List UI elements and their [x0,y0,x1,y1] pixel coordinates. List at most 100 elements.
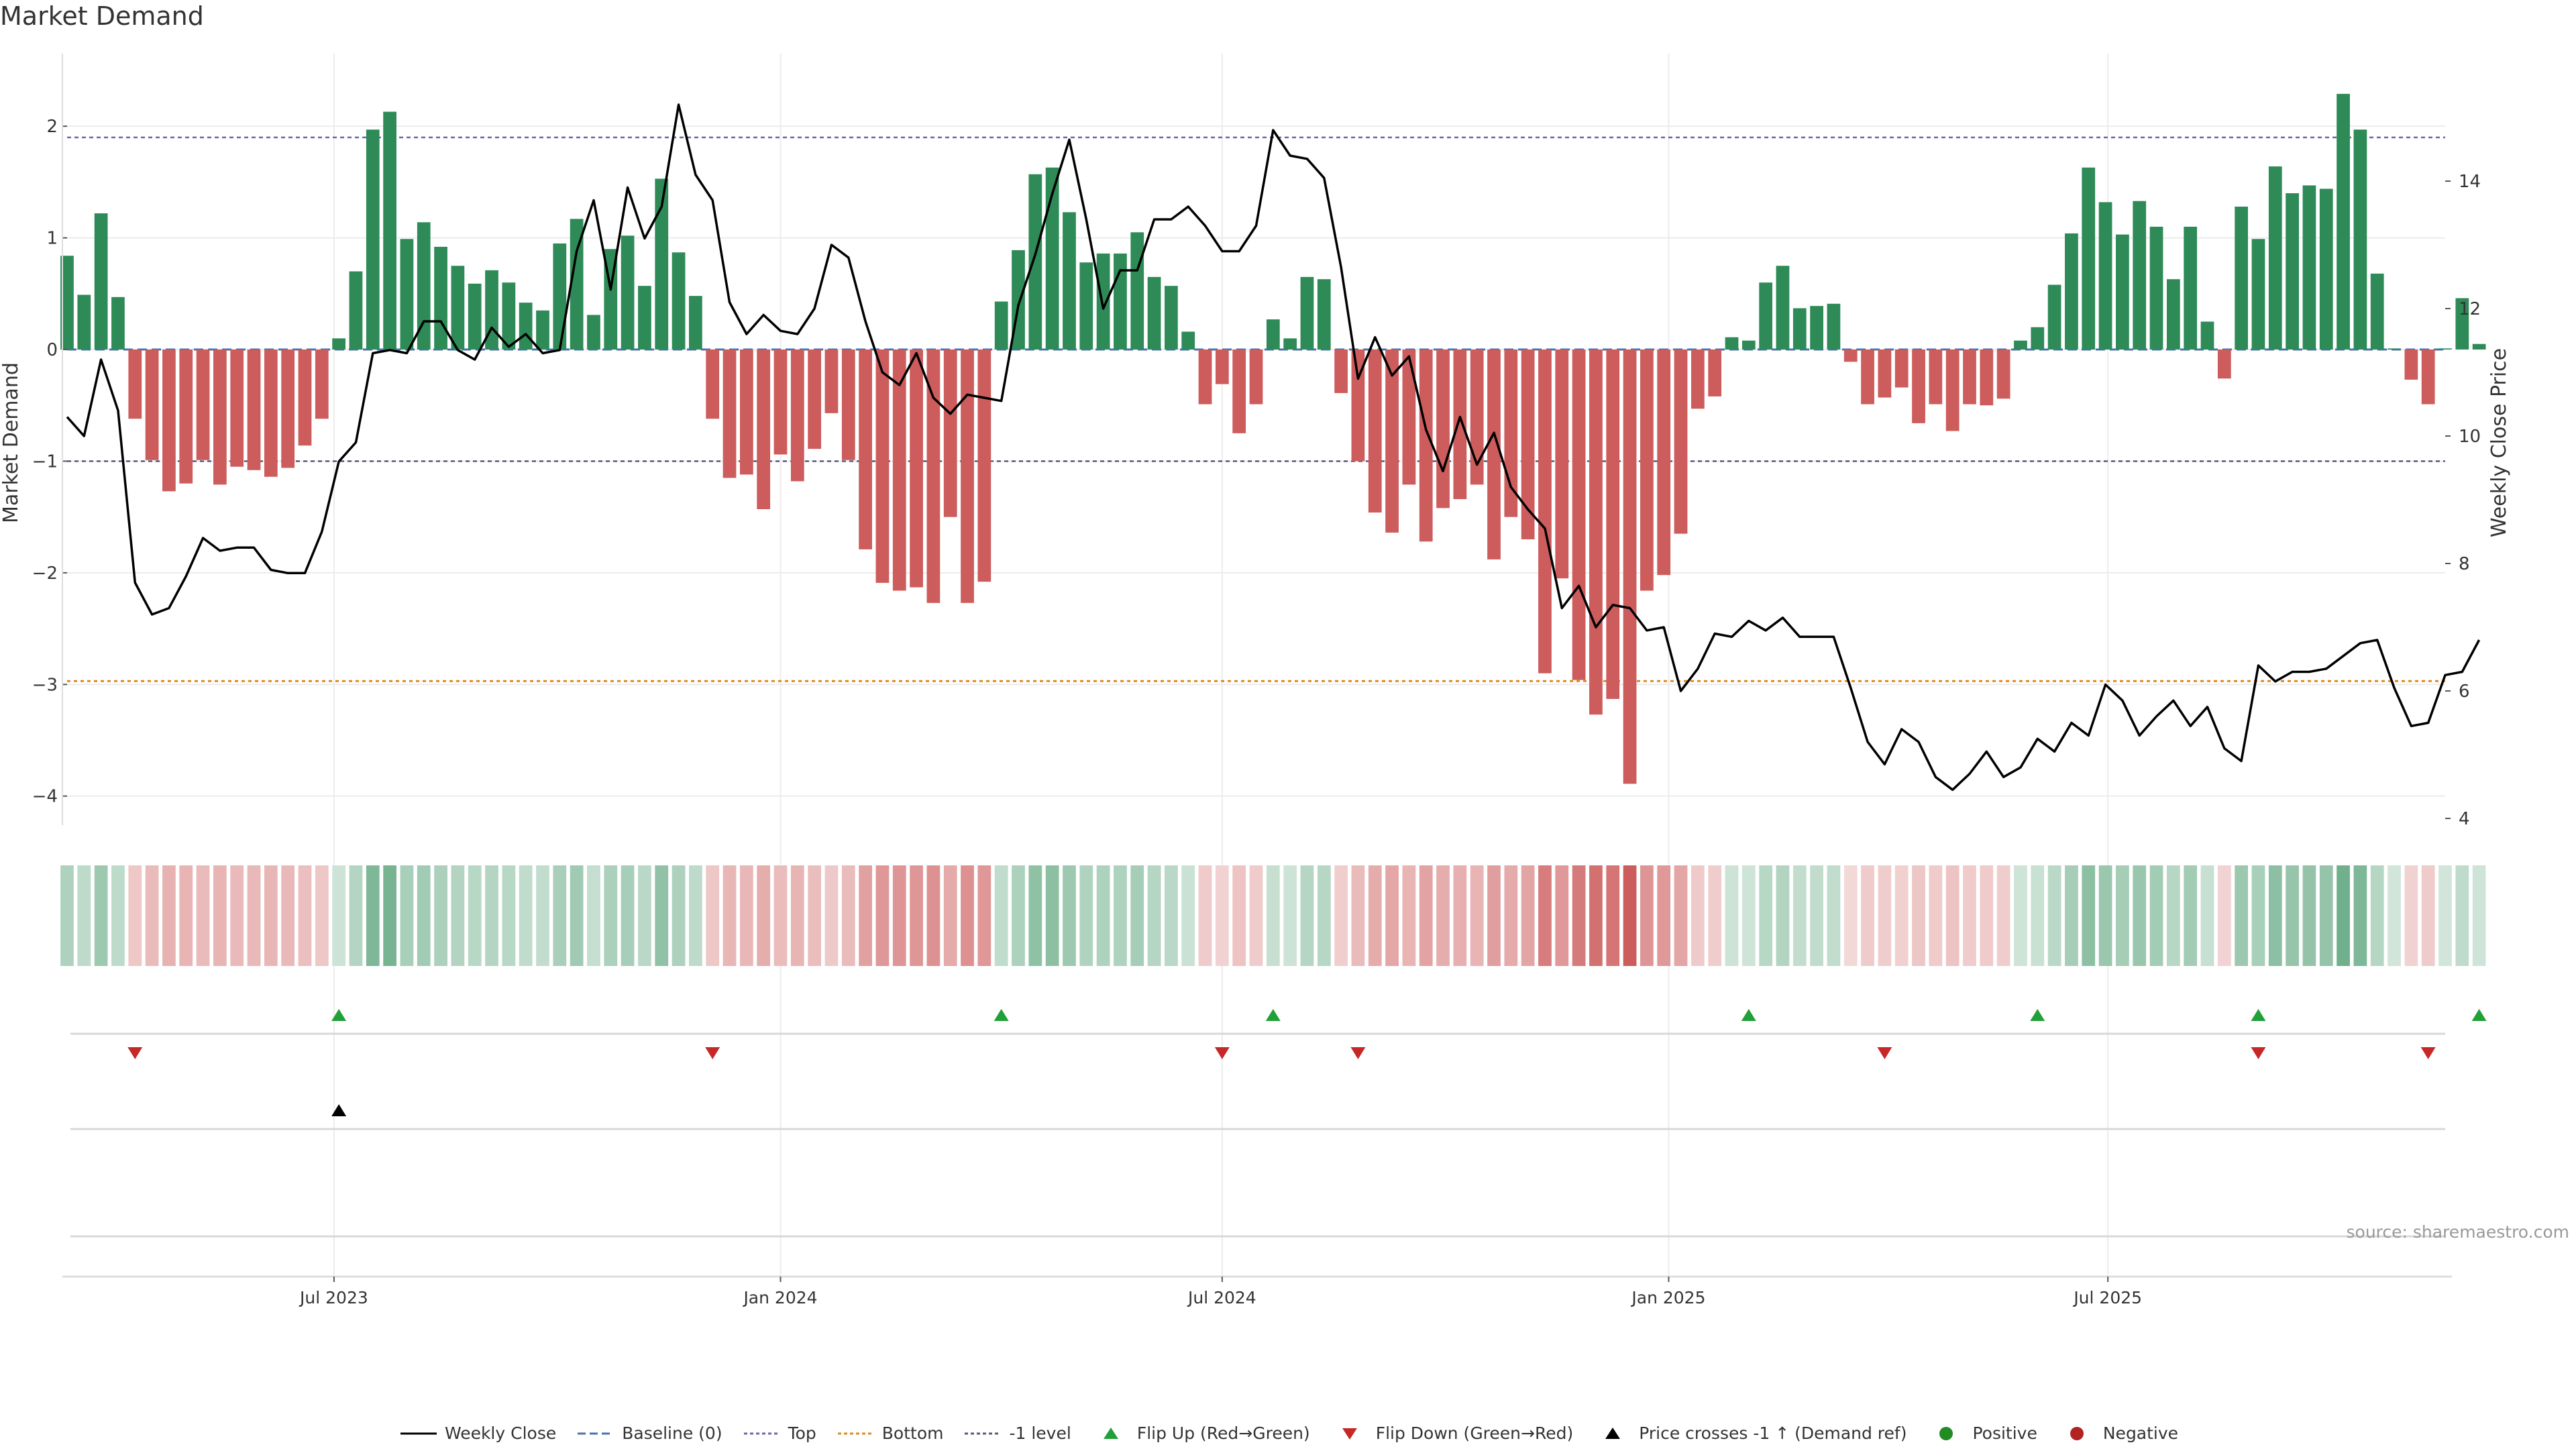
demand-bar [1725,337,1739,350]
demand-bar [366,129,380,350]
legend-item: Flip Down (Green→Red) [1329,1424,1573,1443]
demand-bar [451,266,465,350]
x-tick-label: Jul 2024 [1187,1288,1256,1307]
heat-cell [451,865,465,966]
demand-bar [264,350,278,477]
heat-cell [2302,865,2316,966]
demand-bar [315,350,329,419]
legend-dot [2070,1426,2084,1440]
heat-cell [2353,865,2367,966]
demand-bar [230,350,244,467]
heat-cell [2455,865,2469,966]
heat-cell [1181,865,1195,966]
legend-symbol [1605,1427,1621,1439]
flip-down-marker [2420,1047,2436,1059]
demand-bar [1096,253,1110,350]
demand-bar [1436,350,1450,508]
heat-cell [1419,865,1433,966]
demand-bar [1283,338,1297,350]
heat-cell [926,865,941,966]
demand-bar [128,350,142,419]
heat-cell [1402,865,1416,966]
legend-label: -1 level [1009,1424,1071,1443]
demand-bar [400,239,414,350]
demand-bar [1894,350,1909,388]
demand-bar [2302,185,2316,350]
demand-bar [1538,350,1552,674]
demand-bar [553,243,567,350]
y-tick-label: 1 [46,229,58,249]
demand-bar [926,350,941,603]
demand-bar [1487,350,1501,559]
heat-cell [961,865,974,966]
heat-cell [2116,865,2129,966]
heat-cell [2098,865,2112,966]
y-axis-title: Market Demand [0,362,23,523]
heat-cell [1878,865,1892,966]
demand-bar [587,315,600,350]
heat-cell [604,865,618,966]
demand-bar [1843,350,1858,362]
demand-bar [1181,331,1195,350]
heat-cell [2031,865,2045,966]
heat-cell [383,865,396,966]
heat-cell [332,865,346,966]
heat-cell [1810,865,1823,966]
legend-item: Negative [2056,1424,2178,1443]
legend-symbol [1342,1428,1357,1440]
demand-bar [1912,350,1925,423]
demand-bar [977,350,991,582]
legend-symbol [837,1432,874,1434]
demand-bar [349,271,363,350]
heat-cell [519,865,533,966]
heat-cell [1776,865,1790,966]
demand-bar [2438,348,2452,350]
x-tick-label: Jan 2025 [1630,1288,1705,1307]
heat-cell [349,865,363,966]
demand-bar [281,350,295,468]
heat-cell [468,865,482,966]
heat-cell [1130,865,1144,966]
heat-cell [1827,865,1841,966]
heat-cell [943,865,957,966]
y2-tick-label: 8 [2459,554,2470,574]
flip-up-marker [331,1009,347,1021]
demand-bar [434,246,447,350]
legend-label: Positive [1972,1424,2037,1443]
demand-bar [77,294,91,350]
heat-cell [196,865,210,966]
heat-cell [1096,865,1110,966]
demand-bar [2404,350,2418,380]
heat-cell [2166,865,2180,966]
demand-bar [2251,239,2265,350]
flip-up-marker [2030,1009,2045,1021]
legend-item: Flip Up (Red→Green) [1090,1424,1310,1443]
demand-bar [1266,319,1280,350]
demand-bar [672,252,686,350]
demand-bar [1130,232,1144,350]
heat-cell [230,865,244,966]
demand-bar [859,350,872,549]
demand-bar [2455,298,2469,350]
heat-cell [722,865,737,966]
demand-bar [247,350,261,470]
heat-cell [1792,865,1807,966]
demand-bar [1741,340,1756,350]
source-note: source: sharemaestro.com [2346,1222,2570,1242]
heat-cell [2421,865,2435,966]
legend: Weekly Close Baseline (0) Top Bottom -1 leve… [0,1424,2576,1443]
demand-bar [179,350,193,484]
heat-cell [1589,865,1603,966]
demand-bar [111,297,125,350]
legend-symbol [1939,1426,1953,1440]
demand-bar [757,350,771,510]
heat-cell [1674,865,1688,966]
demand-bar [2472,343,2486,350]
heat-cell [1198,865,1212,966]
demand-bar [1929,350,1943,405]
demand-bar [1249,350,1263,405]
heat-cell [1453,865,1467,966]
heat-cell [417,865,431,966]
heat-cell [1063,865,1076,966]
y2-axis-title: Weekly Close Price [2487,348,2511,537]
